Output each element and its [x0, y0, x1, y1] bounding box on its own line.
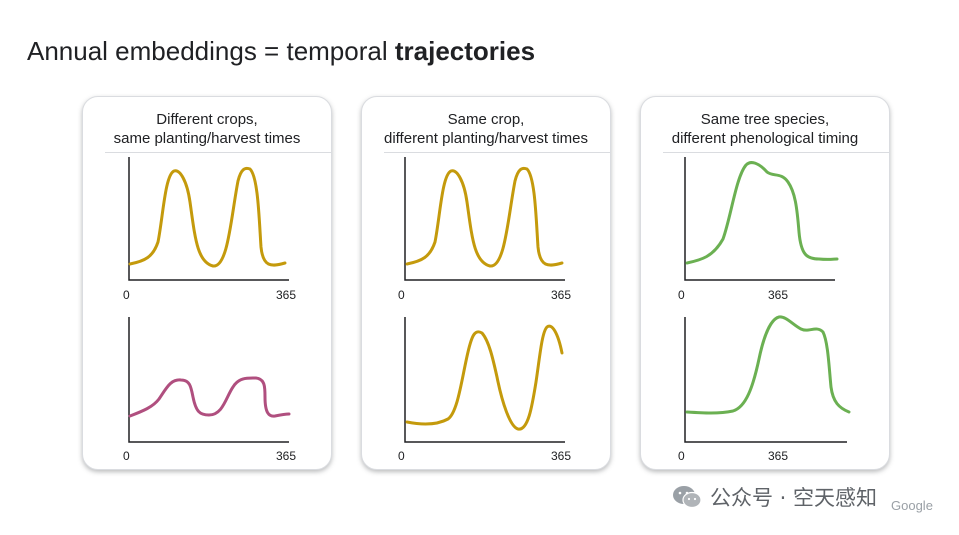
- top-plot-curve: [405, 166, 564, 268]
- panel-plots: 0 365 0 365: [398, 157, 571, 463]
- bottom-plot-axes: [684, 317, 847, 443]
- watermark-text: 公众号 · 空天感知: [710, 486, 878, 510]
- bottom-plot-x-max: 365: [551, 449, 571, 463]
- bottom-plot-curve: [128, 376, 291, 418]
- panel-plots: 0 365 0 365: [678, 157, 851, 463]
- bottom-plot-curve: [405, 324, 564, 431]
- panel-title-line2: same planting/harvest times: [113, 130, 301, 147]
- bottom-plot-x-max: 365: [768, 449, 788, 463]
- top-plot-x-min: 0: [678, 288, 685, 302]
- top-plot-x-max: 365: [768, 288, 788, 302]
- panel-same-crop: Same crop, different planting/harvest ti…: [361, 96, 611, 470]
- panel-same-tree: Same tree species, different phenologica…: [640, 96, 890, 470]
- panel-different-crops: Different crops, same planting/harvest t…: [82, 96, 332, 470]
- panel-title-line2: different planting/harvest times: [383, 130, 588, 147]
- panel-title: Same crop, different planting/harvest ti…: [362, 110, 610, 148]
- panel-title: Different crops, same planting/harvest t…: [83, 110, 331, 148]
- bottom-plot-axes: [128, 317, 289, 443]
- bottom-plot-x-min: 0: [398, 449, 405, 463]
- slide-title: Annual embeddings = temporal trajectorie…: [27, 34, 535, 68]
- bottom-plot-x-min: 0: [678, 449, 685, 463]
- slide-title-regular: Annual embeddings = temporal: [27, 36, 395, 66]
- top-plot-x-max: 365: [276, 288, 296, 302]
- top-plot-curve: [685, 161, 839, 265]
- top-plot-x-max: 365: [551, 288, 571, 302]
- panel-title: Same tree species, different phenologica…: [641, 110, 889, 148]
- top-plot-curve: [128, 166, 287, 268]
- slide-title-bold: trajectories: [394, 36, 536, 66]
- top-plot-x-min: 0: [123, 288, 130, 302]
- top-plot-axes: [128, 157, 289, 281]
- panel-title-line1: Same tree species,: [700, 111, 830, 128]
- panel-title-line2: different phenological timing: [671, 130, 859, 147]
- bottom-plot-x-max: 365: [276, 449, 296, 463]
- bottom-plot-curve: [685, 315, 851, 415]
- watermark: 公众号 · 空天感知: [672, 482, 877, 512]
- bottom-plot-x-min: 0: [123, 449, 130, 463]
- panel-divider: [663, 152, 889, 153]
- panel-plots: 0 365 0 365: [123, 157, 296, 463]
- panel-title-line1: Different crops,: [156, 111, 258, 128]
- panel-title-line1: Same crop,: [447, 111, 525, 128]
- bottom-plot-axes: [404, 317, 565, 443]
- top-plot-axes: [684, 157, 835, 281]
- google-logo-text: Google: [891, 498, 933, 513]
- panel-divider: [105, 152, 331, 153]
- top-plot-axes: [404, 157, 565, 281]
- wechat-icon: [673, 486, 702, 509]
- panel-divider: [384, 152, 610, 153]
- top-plot-x-min: 0: [398, 288, 405, 302]
